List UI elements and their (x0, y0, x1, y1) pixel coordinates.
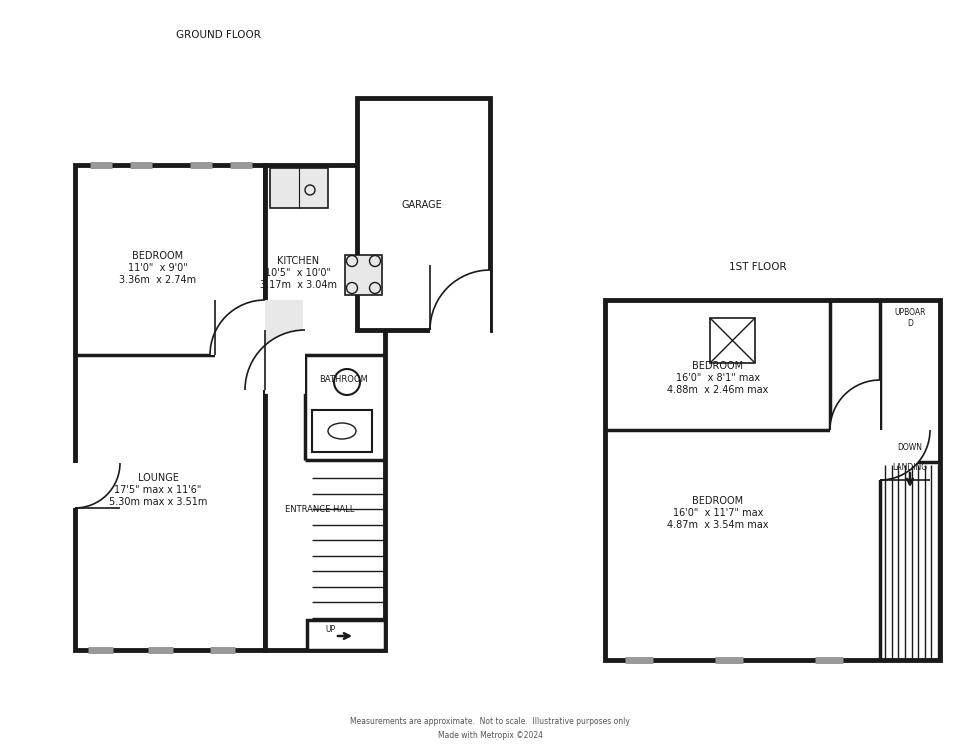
Bar (710, 318, 755, 363)
Wedge shape (880, 430, 930, 480)
Text: 1ST FLOOR: 1ST FLOOR (729, 262, 787, 272)
Text: DOWN: DOWN (898, 444, 922, 453)
Wedge shape (245, 330, 305, 390)
Bar (75, 165, 265, 650)
Text: Made with Metropix ©2024: Made with Metropix ©2024 (437, 731, 543, 740)
Bar (270, 168, 328, 208)
Text: KITCHEN
10'5"  x 10'0"
3.17m  x 3.04m: KITCHEN 10'5" x 10'0" 3.17m x 3.04m (260, 256, 336, 290)
Wedge shape (830, 380, 880, 430)
Bar (345, 255, 382, 295)
Bar (312, 410, 372, 452)
Text: GARAGE: GARAGE (402, 200, 442, 210)
Text: BATHROOM: BATHROOM (318, 376, 368, 385)
Bar (265, 165, 385, 650)
Text: GROUND FLOOR: GROUND FLOOR (175, 30, 261, 40)
Text: BEDROOM
16'0"  x 8'1" max
4.88m  x 2.46m max: BEDROOM 16'0" x 8'1" max 4.88m x 2.46m m… (667, 361, 768, 394)
Wedge shape (430, 270, 490, 330)
Wedge shape (75, 463, 120, 508)
Text: BEDROOM
11'0"  x 9'0"
3.36m  x 2.74m: BEDROOM 11'0" x 9'0" 3.36m x 2.74m (120, 252, 197, 285)
Text: ENTRANCE HALL: ENTRANCE HALL (285, 505, 355, 514)
Text: Measurements are approximate.  Not to scale.  Illustrative purposes only: Measurements are approximate. Not to sca… (350, 717, 630, 726)
Text: LOUNGE
17'5" max x 11'6"
5.30m max x 3.51m: LOUNGE 17'5" max x 11'6" 5.30m max x 3.5… (109, 473, 207, 507)
Bar (605, 300, 940, 660)
Wedge shape (210, 300, 265, 355)
Bar (357, 98, 490, 330)
Text: UPBOAR
D: UPBOAR D (895, 309, 926, 327)
Bar (307, 620, 385, 650)
Text: LANDING: LANDING (893, 463, 927, 472)
Ellipse shape (328, 423, 356, 439)
Text: UP: UP (325, 626, 335, 635)
Text: BEDROOM
16'0"  x 11'7" max
4.87m  x 3.54m max: BEDROOM 16'0" x 11'7" max 4.87m x 3.54m … (667, 496, 768, 529)
Bar (265, 300, 303, 355)
